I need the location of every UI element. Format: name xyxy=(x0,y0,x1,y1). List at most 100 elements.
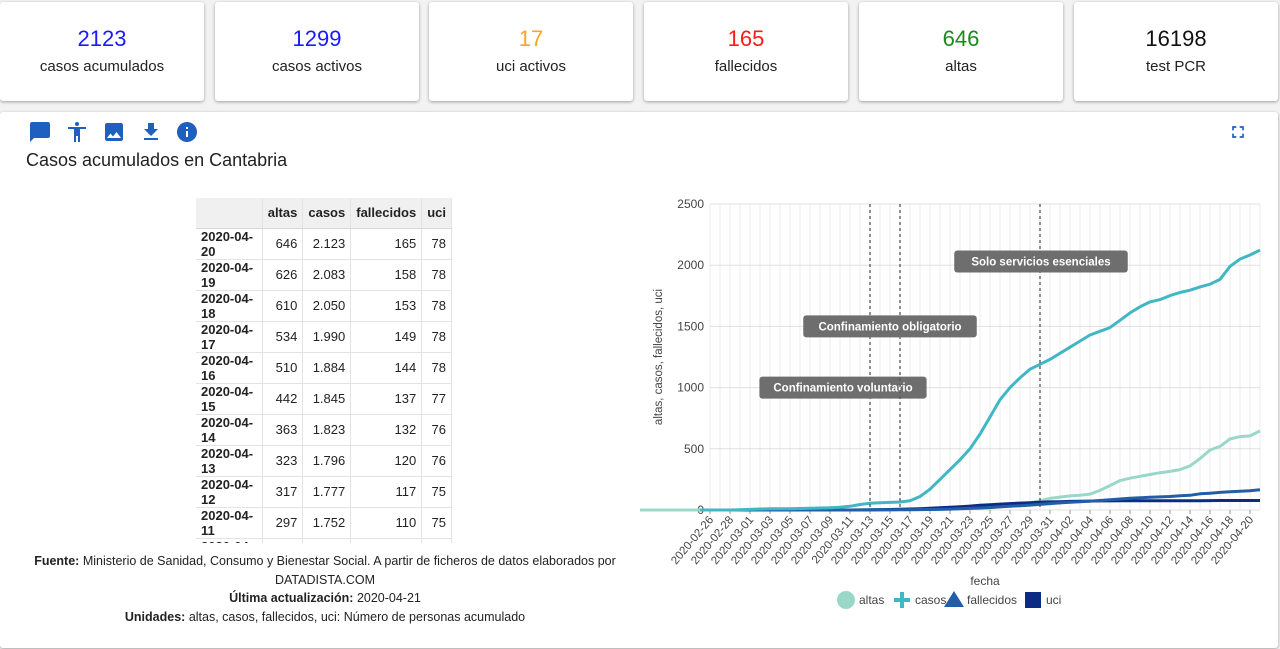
y-tick-label: 2000 xyxy=(677,258,704,272)
legend-item-casos[interactable]: casos xyxy=(894,592,946,608)
table-cell: 120 xyxy=(350,445,423,477)
table-cell: 110 xyxy=(350,507,423,539)
table-cell: 281 xyxy=(262,538,304,543)
table-cell: 1.719 xyxy=(302,538,352,543)
units-line: Unidades: altas, casos, fallecidos, uci:… xyxy=(20,608,630,627)
kpi-label: test PCR xyxy=(1145,58,1206,75)
table-row: 2020-04-19 626 2.083 158 78 xyxy=(196,259,452,291)
annotation-label: Confinamiento voluntario xyxy=(773,383,912,395)
table-cell: 1.845 xyxy=(302,383,352,415)
column-header[interactable]: uci xyxy=(421,198,452,229)
table-cell: 75 xyxy=(421,476,452,508)
legend-item-altas[interactable]: altas xyxy=(837,591,884,609)
table-cell: 646 xyxy=(262,228,304,260)
legend-marker-uci xyxy=(1025,592,1041,608)
series-line-fallecidos xyxy=(720,488,1261,512)
table-cell: 510 xyxy=(262,352,304,384)
table-cell: 1.990 xyxy=(302,321,352,353)
y-tick-label: 1000 xyxy=(677,381,704,395)
kpi-value: 1299 xyxy=(292,26,342,51)
table-row: 2020-04-102811.71910775 xyxy=(196,538,452,543)
table-cell: 78 xyxy=(421,321,452,353)
table-row: 2020-04-12 317 1.777 117 75 xyxy=(196,476,452,508)
table-cell: 137 xyxy=(350,383,423,415)
kpi-label: casos acumulados xyxy=(39,58,165,75)
kpi-label: uci activos xyxy=(495,58,567,75)
column-header[interactable]: casos xyxy=(302,198,352,229)
download-icon[interactable] xyxy=(139,120,163,144)
table-header-row: altas casos fallecidos uci xyxy=(196,198,452,229)
table-cell: 2020-04-13 xyxy=(196,445,263,477)
table-cell: 626 xyxy=(262,259,304,291)
legend-label: uci xyxy=(1046,593,1061,607)
table-cell: 75 xyxy=(421,507,452,539)
table-cell: 363 xyxy=(262,414,304,446)
annotation-box xyxy=(803,315,977,338)
kpi-card-fallecidos: 165 fallecidos xyxy=(644,2,848,101)
y-axis-label: altas, casos, fallecidos, uci xyxy=(653,289,665,425)
annotation-label: Confinamiento obligatorio xyxy=(818,321,961,333)
table-cell: 1.752 xyxy=(302,507,352,539)
accessibility-icon[interactable] xyxy=(65,120,89,144)
table-cell: 2020-04-18 xyxy=(196,290,263,322)
kpi-value: 17 xyxy=(518,26,544,51)
table-cell: 2020-04-12 xyxy=(196,476,263,508)
series-line-casos xyxy=(700,248,1261,512)
legend-marker-casos xyxy=(894,592,910,608)
table-cell: 317 xyxy=(262,476,304,508)
table-cell: 76 xyxy=(421,445,452,477)
table-cell: 2020-04-10 xyxy=(196,538,263,543)
y-tick-label: 500 xyxy=(684,442,704,456)
data-table-scroll[interactable]: altas casos fallecidos uci 2020-04-20 646 2.1… xyxy=(196,198,452,543)
table-cell: 132 xyxy=(350,414,423,446)
kpi-label: fallecidos xyxy=(714,58,778,75)
table-cell: 78 xyxy=(421,290,452,322)
table-row: 2020-04-17 534 1.990 149 78 xyxy=(196,321,452,353)
table-cell: 2020-04-11 xyxy=(196,507,263,539)
kpi-card-casos-acumulados: 2123 casos acumulados xyxy=(0,2,204,101)
kpi-value: 646 xyxy=(942,26,980,51)
table-cell: 158 xyxy=(350,259,423,291)
kpi-card-uci-activos: 17 uci activos xyxy=(429,2,633,101)
table-cell: 165 xyxy=(350,228,423,260)
units-text: altas, casos, fallecidos, uci: Número de… xyxy=(188,609,526,624)
legend-label: altas xyxy=(859,593,884,607)
table-cell: 2.123 xyxy=(302,228,352,260)
table-row: 2020-04-20 646 2.123 165 78 xyxy=(196,228,452,260)
table-cell: 2020-04-17 xyxy=(196,321,263,353)
info-icon[interactable] xyxy=(175,120,199,144)
image-icon[interactable] xyxy=(102,120,126,144)
annotation-label: Solo servicios esenciales xyxy=(971,257,1110,269)
kpi-label: casos activos xyxy=(271,58,363,75)
legend-marker-fallecidos xyxy=(944,591,964,607)
table-cell: 1.823 xyxy=(302,414,352,446)
table-cell: 1.796 xyxy=(302,445,352,477)
kpi-value: 2123 xyxy=(77,26,127,51)
column-header[interactable]: altas xyxy=(262,198,304,229)
kpi-bar: 2123 casos acumulados 1299 casos activos 17 u… xyxy=(0,0,1280,104)
table-cell: 78 xyxy=(421,352,452,384)
table-cell: 442 xyxy=(262,383,304,415)
table-cell: 77 xyxy=(421,383,452,415)
fullscreen-icon[interactable] xyxy=(1228,122,1248,142)
column-header[interactable]: fallecidos xyxy=(350,198,423,229)
table-row: 2020-04-13 323 1.796 120 76 xyxy=(196,445,452,477)
y-tick-label: 1500 xyxy=(677,319,704,333)
kpi-value: 16198 xyxy=(1145,26,1207,51)
kpi-label: altas xyxy=(945,58,977,75)
comment-icon[interactable] xyxy=(28,120,52,144)
table-cell: 2020-04-20 xyxy=(196,228,263,260)
source-label: Fuente: xyxy=(34,554,80,568)
table-cell: 1.777 xyxy=(302,476,352,508)
legend-item-uci[interactable]: uci xyxy=(1025,592,1061,608)
kpi-card-test-PCR: 16198 test PCR xyxy=(1074,2,1278,101)
source-text: Ministerio de Sanidad, Consumo y Bienest… xyxy=(82,554,616,587)
update-text: 2020-04-21 xyxy=(356,591,421,605)
column-header xyxy=(196,198,263,229)
table-row: 2020-04-18 610 2.050 153 78 xyxy=(196,290,452,322)
table-cell: 107 xyxy=(350,538,423,543)
update-label: Última actualización: xyxy=(229,591,354,605)
legend-label: casos xyxy=(915,593,946,607)
legend-item-fallecidos[interactable]: fallecidos xyxy=(944,591,1017,607)
y-tick-label: 2500 xyxy=(677,197,704,211)
